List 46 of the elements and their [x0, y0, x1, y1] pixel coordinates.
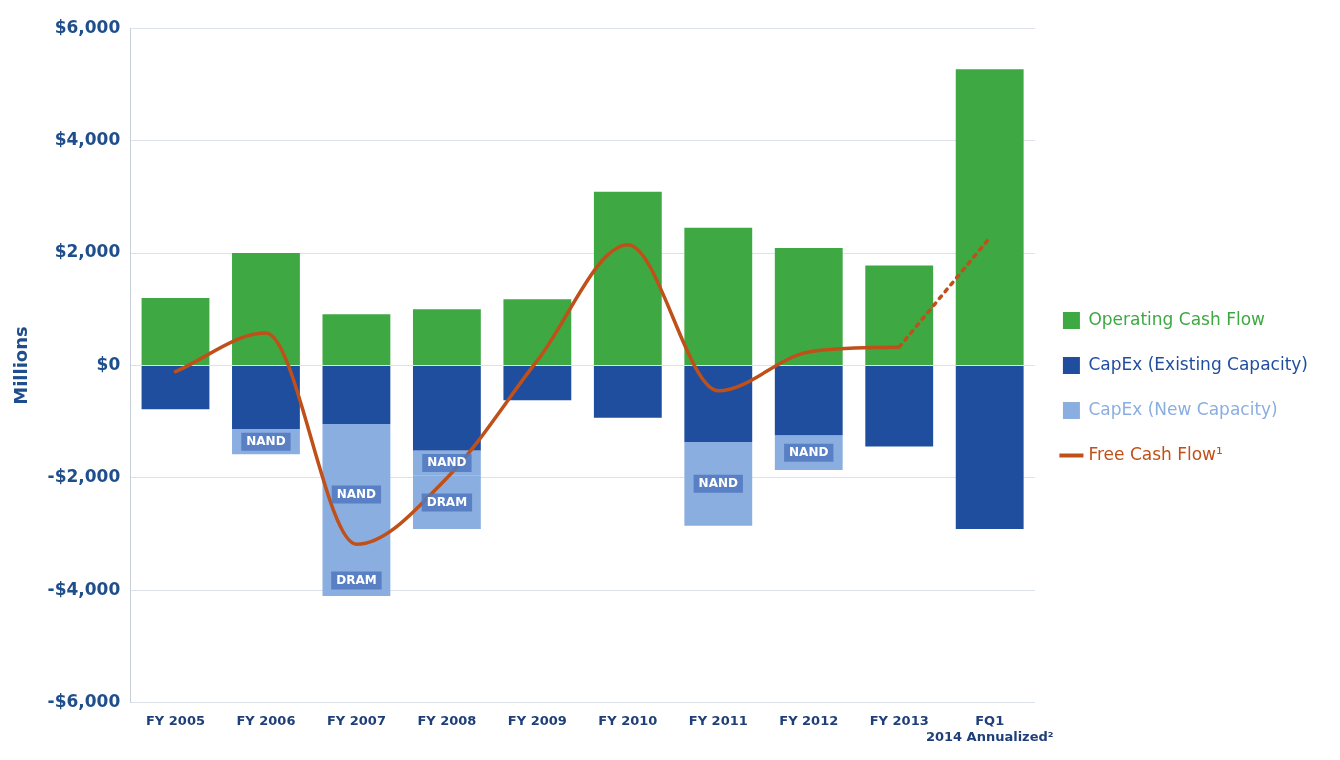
y-axis-title: Millions	[10, 326, 32, 405]
data-label: DRAM	[426, 494, 468, 509]
legend-label: CapEx (New Capacity)	[1088, 398, 1278, 419]
x-tick-label: FY 2010	[598, 712, 658, 728]
x-tick-label: FY 2012	[779, 712, 839, 728]
bar	[955, 69, 1024, 365]
data-label: NAND	[246, 433, 286, 448]
y-tick-label: $0	[96, 353, 121, 374]
legend-label: CapEx (Existing Capacity)	[1088, 353, 1309, 374]
data-label: NAND	[336, 486, 377, 501]
bar	[412, 366, 481, 451]
bar	[232, 253, 300, 365]
x-tick-label: FY 2005	[145, 712, 205, 728]
y-tick-label: $6,000	[54, 16, 121, 37]
bar	[322, 314, 391, 365]
y-tick-label: -$2,000	[47, 466, 121, 487]
x-tick-label: FY 2008	[417, 712, 477, 728]
x-tick-label: FY 2006	[236, 712, 296, 728]
x-tick-label: FY 2007	[326, 712, 386, 728]
y-tick-label: -$4,000	[47, 578, 121, 599]
y-tick-label: $2,000	[54, 241, 121, 262]
data-label: NAND	[789, 444, 829, 459]
bar	[865, 366, 934, 447]
data-label: NAND	[427, 455, 467, 470]
y-tick-label: $4,000	[54, 129, 121, 150]
legend-label: Free Cash Flow¹	[1088, 443, 1223, 464]
bar	[141, 366, 210, 410]
y-tick-label: -$6,000	[47, 691, 121, 712]
data-label: DRAM	[336, 572, 377, 587]
bar	[684, 227, 753, 365]
legend-label: Operating Cash Flow	[1088, 308, 1266, 329]
bar	[684, 366, 753, 442]
data-label: NAND	[698, 475, 738, 490]
bar	[593, 366, 662, 418]
bar	[774, 366, 843, 436]
bar	[412, 309, 481, 365]
bar	[141, 298, 210, 365]
x-tick-label: FY 2009	[507, 712, 567, 728]
bar	[503, 299, 572, 365]
bar	[593, 191, 662, 365]
x-tick-label: FY 2011	[688, 712, 748, 728]
bar	[503, 366, 572, 401]
bar	[774, 248, 843, 365]
bar	[955, 366, 1024, 530]
bar	[322, 366, 391, 424]
bar	[865, 265, 934, 365]
